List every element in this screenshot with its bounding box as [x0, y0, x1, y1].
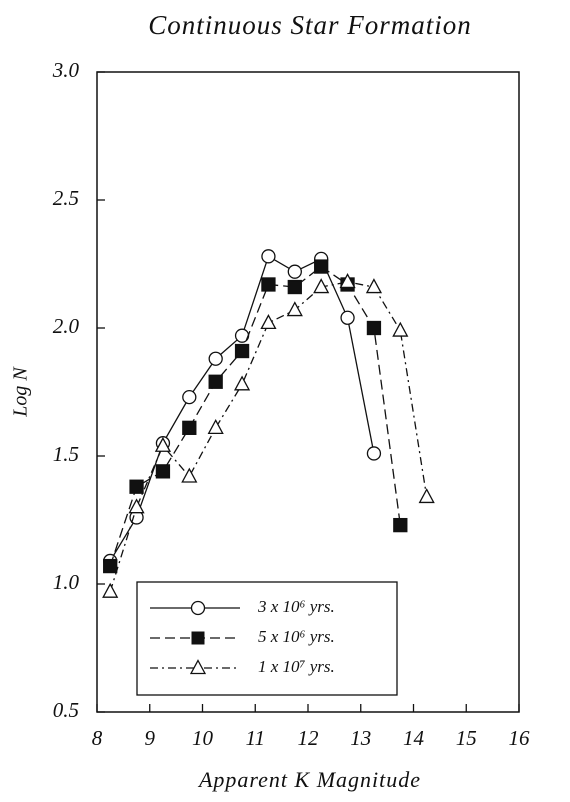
- marker-circle: [208, 351, 223, 366]
- marker-triangle: [365, 278, 383, 294]
- marker-square: [182, 420, 197, 435]
- marker-triangle: [313, 278, 330, 294]
- marker-square: [208, 374, 223, 389]
- x-tick-label: 9: [145, 726, 156, 750]
- chart-title: Continuous Star Formation: [148, 10, 472, 40]
- marker-square: [314, 259, 329, 274]
- legend-marker: [190, 600, 206, 616]
- y-axis-label: Log N: [10, 366, 32, 418]
- legend-label: 3 x 10⁶ yrs.: [257, 597, 335, 616]
- series-line: [109, 265, 401, 567]
- marker-square: [287, 279, 302, 295]
- legend-label: 1 x 10⁷ yrs.: [258, 657, 335, 676]
- marker-triangle: [260, 314, 277, 330]
- x-tick-label: 16: [509, 726, 531, 750]
- marker-triangle: [286, 301, 303, 317]
- marker-square: [261, 277, 276, 292]
- marker-square: [393, 517, 408, 533]
- x-tick-label: 10: [192, 726, 214, 750]
- y-tick-label: 2.0: [53, 314, 80, 338]
- marker-square: [234, 343, 250, 359]
- marker-square: [366, 320, 382, 336]
- marker-triangle: [418, 488, 435, 504]
- y-tick-label: 1.5: [53, 442, 79, 466]
- legend-label: 5 x 10⁶ yrs.: [258, 627, 335, 646]
- marker-circle: [287, 264, 302, 279]
- x-axis-label: Apparent K Magnitude: [197, 767, 421, 792]
- marker-triangle: [102, 582, 119, 598]
- x-tick-label: 8: [92, 726, 103, 750]
- x-tick-label: 11: [246, 726, 265, 750]
- x-tick-label: 14: [403, 726, 425, 750]
- x-tick-label: 13: [350, 726, 371, 750]
- marker-triangle: [339, 273, 356, 289]
- marker-triangle: [128, 498, 145, 514]
- marker-square: [103, 558, 118, 574]
- y-tick-label: 1.0: [53, 570, 80, 594]
- x-tick-label: 15: [456, 726, 477, 750]
- marker-square: [155, 464, 171, 479]
- x-tick-label: 12: [298, 726, 320, 750]
- y-tick-label: 2.5: [53, 186, 79, 210]
- series-line: [109, 255, 375, 562]
- marker-circle: [340, 310, 355, 325]
- marker-circle: [182, 389, 197, 405]
- marker-circle: [261, 249, 276, 264]
- marker-triangle: [181, 467, 198, 483]
- legend-marker: [191, 631, 205, 645]
- y-tick-label: 0.5: [53, 698, 79, 722]
- marker-triangle: [207, 418, 224, 434]
- y-tick-label: 3.0: [52, 58, 80, 82]
- marker-triangle: [154, 436, 172, 452]
- marker-triangle: [233, 375, 251, 391]
- marker-triangle: [392, 321, 409, 337]
- marker-square: [129, 479, 144, 494]
- legend-marker: [189, 659, 207, 675]
- marker-circle: [366, 446, 382, 461]
